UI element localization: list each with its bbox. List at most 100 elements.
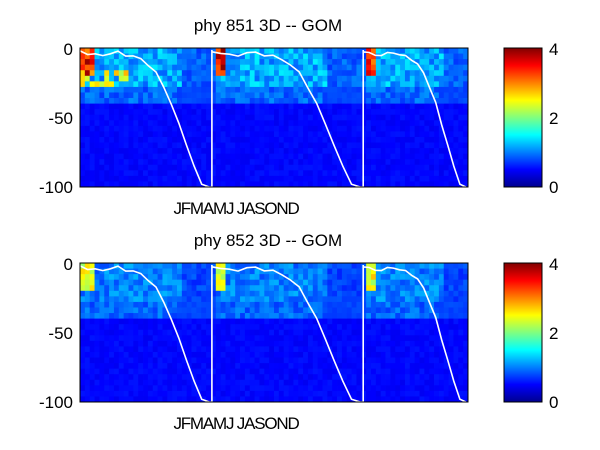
- heatmap-cell: [409, 159, 416, 166]
- heatmap-cell: [254, 81, 260, 88]
- heatmap-cell: [380, 313, 386, 319]
- heatmap-cell: [269, 301, 275, 308]
- heatmap-cell: [400, 374, 406, 381]
- heatmap-cell: [196, 324, 202, 331]
- heatmap-cell: [230, 301, 236, 308]
- heatmap-cell: [177, 59, 183, 66]
- heatmap-cell: [89, 114, 95, 121]
- heatmap-cell: [346, 296, 352, 303]
- heatmap-cell: [395, 296, 401, 303]
- heatmap-cell: [196, 263, 202, 269]
- heatmap-cell: [351, 59, 357, 66]
- heatmap-cell: [210, 103, 217, 110]
- heatmap-cell: [269, 296, 275, 303]
- heatmap-cell: [264, 285, 270, 292]
- heatmap-cell: [99, 175, 105, 182]
- heatmap-cell: [463, 142, 469, 149]
- heatmap-cell: [337, 159, 343, 166]
- heatmap-cell: [225, 363, 231, 370]
- heatmap-cell: [162, 81, 168, 88]
- heatmap-cell: [104, 390, 110, 397]
- heatmap-cell: [283, 301, 289, 308]
- heatmap-cell: [201, 329, 207, 336]
- heatmap-cell: [123, 120, 129, 127]
- heatmap-cell: [206, 81, 212, 88]
- heatmap-cell: [278, 75, 285, 82]
- heatmap-cell: [283, 313, 289, 319]
- heatmap-cell: [351, 301, 357, 308]
- heatmap-cell: [414, 153, 420, 160]
- heatmap-cell: [337, 285, 343, 292]
- heatmap-cell: [89, 385, 95, 392]
- heatmap-cell: [249, 164, 255, 171]
- heatmap-cell: [278, 109, 285, 116]
- heatmap-cell: [147, 296, 154, 303]
- heatmap-cell: [113, 363, 120, 370]
- heatmap-cell: [351, 114, 357, 121]
- heatmap-cell: [225, 313, 231, 319]
- heatmap-cell: [84, 274, 91, 281]
- heatmap-cell: [463, 318, 469, 325]
- heatmap-cell: [434, 98, 440, 104]
- heatmap-cell: [162, 114, 168, 121]
- heatmap-cell: [390, 114, 396, 121]
- heatmap-cell: [371, 181, 377, 188]
- heatmap-cell: [385, 114, 391, 121]
- heatmap-cell: [264, 279, 270, 286]
- heatmap-cell: [424, 396, 430, 403]
- heatmap-cell: [298, 170, 304, 177]
- heatmap-cell: [264, 181, 270, 188]
- heatmap-cell: [303, 268, 309, 275]
- heatmap-cell: [104, 98, 110, 104]
- heatmap-cell: [89, 357, 95, 364]
- heatmap-cell: [390, 357, 396, 364]
- heatmap-cell: [424, 290, 430, 297]
- heatmap-cell: [312, 103, 319, 110]
- heatmap-cell: [448, 59, 454, 66]
- heatmap-cell: [259, 125, 265, 132]
- heatmap-cell: [152, 335, 158, 342]
- heatmap-cell: [312, 351, 319, 358]
- heatmap-cell: [414, 53, 420, 60]
- heatmap-cell: [424, 379, 430, 386]
- heatmap-cell: [94, 159, 100, 166]
- heatmap-cell: [385, 379, 391, 386]
- heatmap-cell: [172, 263, 178, 269]
- heatmap-cell: [327, 109, 333, 116]
- heatmap-cell: [80, 379, 86, 386]
- heatmap-cell: [312, 114, 319, 121]
- heatmap-cell: [249, 313, 255, 319]
- heatmap-cell: [453, 318, 459, 325]
- heatmap-cell: [152, 70, 158, 77]
- heatmap-cell: [201, 70, 207, 77]
- heatmap-cell: [438, 114, 445, 121]
- heatmap-cell: [351, 346, 357, 353]
- heatmap-cell: [123, 313, 129, 319]
- heatmap-cell: [395, 390, 401, 397]
- heatmap-cell: [390, 164, 396, 171]
- heatmap-cell: [395, 114, 401, 121]
- heatmap-cell: [395, 64, 401, 71]
- heatmap-cell: [298, 279, 304, 286]
- heatmap-cell: [206, 290, 212, 297]
- heatmap-cell: [133, 81, 139, 88]
- heatmap-cell: [274, 92, 280, 99]
- heatmap-cell: [123, 86, 129, 93]
- heatmap-cell: [438, 181, 445, 188]
- heatmap-cell: [240, 396, 246, 403]
- heatmap-cell: [283, 263, 289, 269]
- heatmap-cell: [113, 268, 120, 275]
- heatmap-cell: [240, 329, 246, 336]
- heatmap-cell: [288, 109, 294, 116]
- heatmap-cell: [225, 53, 231, 60]
- heatmap-cell: [438, 125, 445, 132]
- heatmap-cell: [443, 59, 449, 66]
- heatmap-cell: [143, 313, 149, 319]
- heatmap-cell: [274, 103, 280, 110]
- heatmap-cell: [109, 86, 115, 93]
- heatmap-cell: [152, 340, 158, 347]
- heatmap-cell: [196, 109, 202, 116]
- heatmap-cell: [458, 385, 464, 392]
- heatmap-cell: [235, 374, 241, 381]
- heatmap-cell: [84, 125, 91, 132]
